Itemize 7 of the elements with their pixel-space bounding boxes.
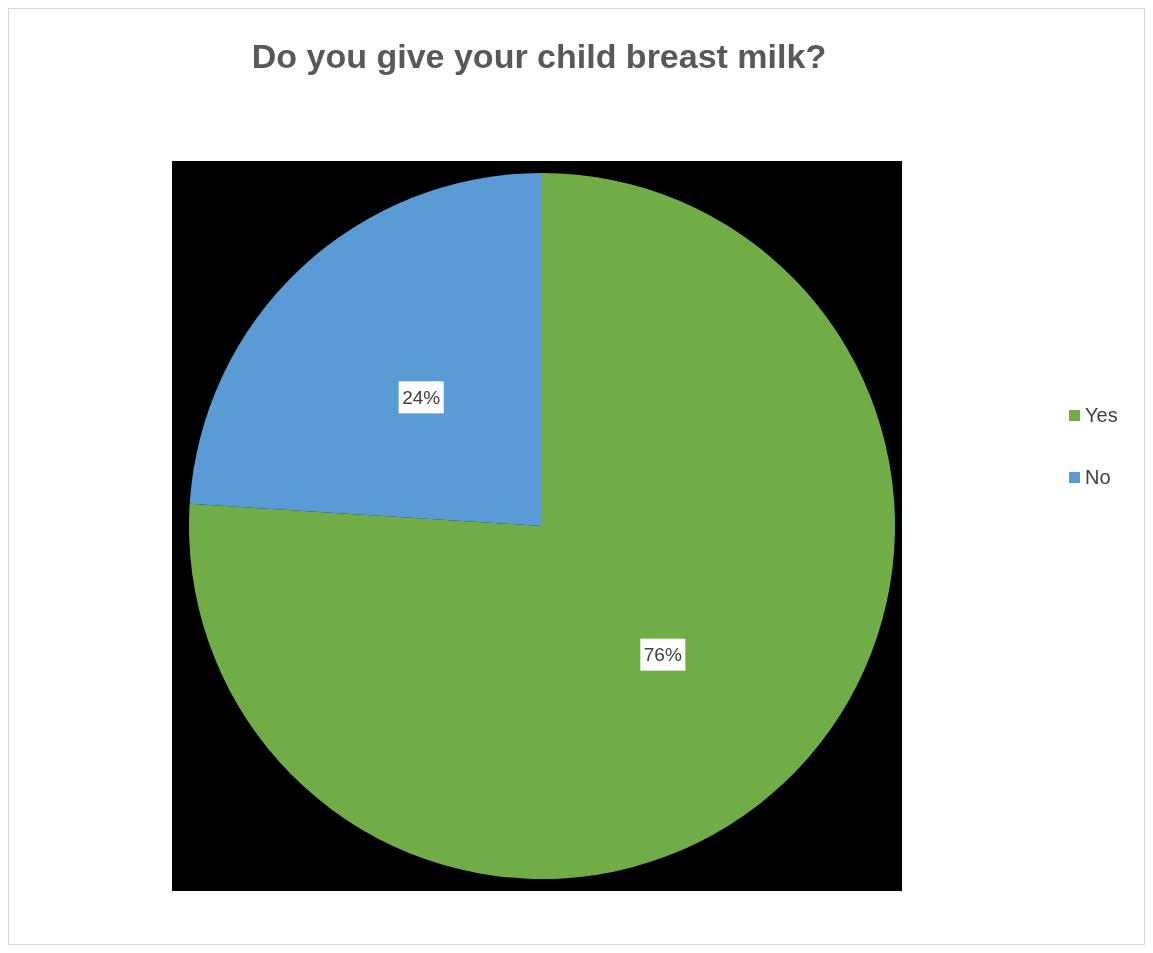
chart-title: Do you give your child breast milk? — [250, 37, 828, 76]
data-label: 24% — [402, 386, 441, 408]
pie-slice — [189, 173, 542, 526]
legend-label: Yes — [1085, 403, 1118, 427]
data-label: 76% — [643, 644, 682, 666]
legend-label: No — [1085, 465, 1111, 489]
pie-slice — [189, 173, 895, 879]
